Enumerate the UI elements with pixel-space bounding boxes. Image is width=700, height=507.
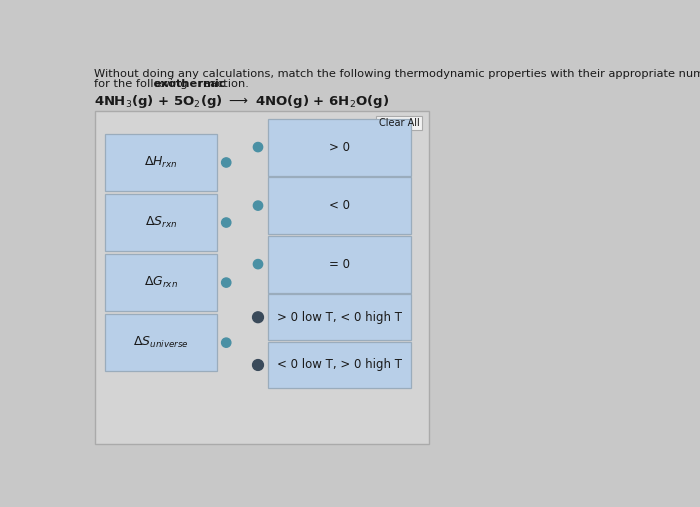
Text: Without doing any calculations, match the following thermodynamic properties wit: Without doing any calculations, match th… (94, 68, 700, 79)
Text: < 0 low T, > 0 high T: < 0 low T, > 0 high T (277, 358, 402, 372)
Bar (104, 314, 217, 371)
Bar (268, 177, 412, 234)
Circle shape (222, 218, 231, 227)
Circle shape (253, 201, 262, 210)
Text: exothermic: exothermic (153, 79, 226, 89)
Circle shape (253, 260, 262, 269)
Bar (95, 111, 428, 444)
Circle shape (222, 278, 231, 287)
Circle shape (253, 142, 262, 152)
Text: $\Delta H_{rxn}$: $\Delta H_{rxn}$ (144, 155, 178, 170)
Text: > 0: > 0 (329, 140, 350, 154)
Text: = 0: = 0 (329, 258, 350, 271)
Text: $\Delta G_{rxn}$: $\Delta G_{rxn}$ (144, 275, 178, 290)
Text: $\Delta S_{rxn}$: $\Delta S_{rxn}$ (145, 215, 177, 230)
Bar (268, 119, 412, 175)
Circle shape (253, 312, 263, 322)
Bar (268, 236, 412, 293)
Text: < 0: < 0 (329, 199, 350, 212)
Bar (104, 254, 217, 311)
Text: $\Delta S_{universe}$: $\Delta S_{universe}$ (133, 335, 188, 350)
Text: reaction.: reaction. (195, 79, 249, 89)
Circle shape (222, 338, 231, 347)
Circle shape (253, 359, 263, 371)
Bar (104, 134, 217, 191)
Bar (268, 342, 412, 388)
Text: Clear All: Clear All (379, 118, 419, 128)
Circle shape (222, 158, 231, 167)
Text: 4NH$_3$(g) + 5O$_2$(g) $\longrightarrow$ 4NO(g) + 6H$_2$O(g): 4NH$_3$(g) + 5O$_2$(g) $\longrightarrow$… (94, 93, 389, 110)
Text: for the following: for the following (94, 79, 191, 89)
Bar (104, 194, 217, 251)
Bar (376, 116, 422, 130)
Text: > 0 low T, < 0 high T: > 0 low T, < 0 high T (277, 311, 402, 324)
Bar (268, 294, 412, 340)
